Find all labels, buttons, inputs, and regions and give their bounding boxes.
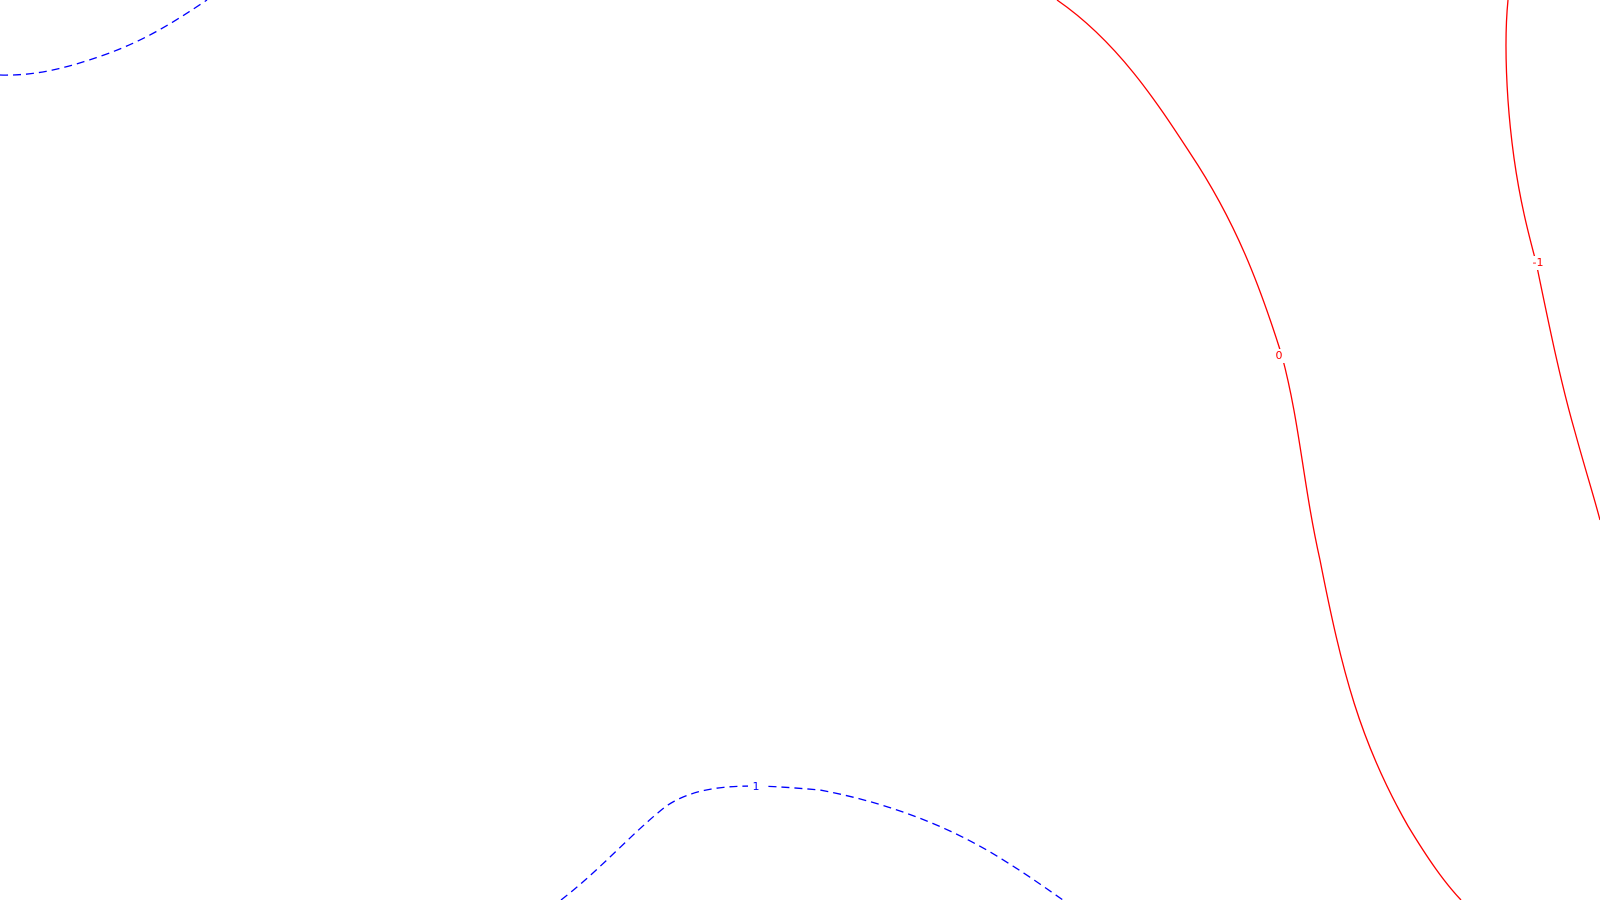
contour-line-zero-line — [1056, 0, 1462, 900]
contour-label-gap-bottom-positive — [748, 780, 764, 794]
contour-line-upper-left-positive — [0, 0, 208, 76]
contour-line-bottom-positive — [560, 785, 1064, 900]
contour-label-gap-negative-line — [1530, 256, 1546, 270]
contour-label-zero-line: 0 — [1276, 349, 1283, 362]
contour-label-negative-line: -1 — [1533, 256, 1544, 269]
contour-label-gap-zero-line — [1271, 349, 1287, 363]
contour-labels: 1 0 -1 — [748, 256, 1546, 794]
contour-label-bottom-positive: 1 — [753, 780, 760, 793]
